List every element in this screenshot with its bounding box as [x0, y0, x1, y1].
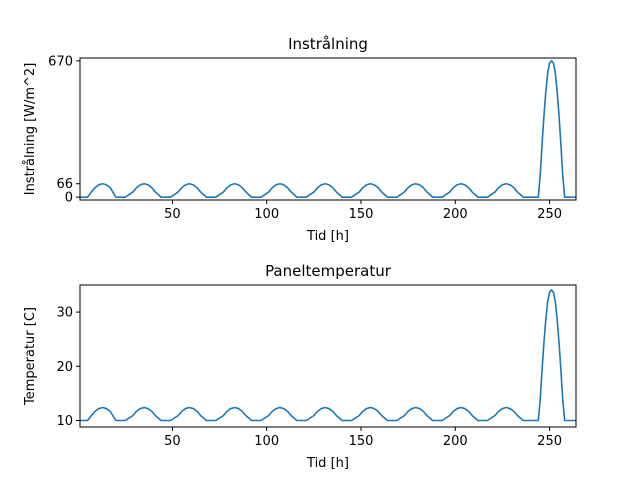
- x-tick-label: 250: [537, 207, 562, 222]
- panel-temperature-chart: Paneltemperatur Tid [h] Temperatur [C] 5…: [23, 262, 577, 471]
- y-axis-label: Temperatur [C]: [23, 307, 38, 406]
- x-axis-label: Tid [h]: [306, 229, 349, 244]
- chart-title: Paneltemperatur: [265, 262, 392, 280]
- x-tick-label: 100: [254, 434, 279, 449]
- y-axis-label: Instrålning [W/m^2]: [23, 63, 38, 196]
- x-tick-label: 200: [443, 434, 468, 449]
- plot-frame: [79, 284, 577, 428]
- series-line: [80, 289, 576, 422]
- x-tick-label: 100: [254, 207, 279, 222]
- x-tick-label: 250: [537, 434, 562, 449]
- x-axis-label: Tid [h]: [306, 456, 349, 471]
- x-tick-label: 200: [443, 207, 468, 222]
- y-tick-label: 20: [56, 360, 73, 375]
- y-tick-label: 30: [56, 306, 73, 321]
- x-tick-label: 150: [349, 207, 374, 222]
- y-tick-label: 66: [56, 177, 73, 192]
- x-tick-label: 50: [164, 207, 181, 222]
- y-tick-label: 0: [65, 191, 73, 206]
- chart-title: Instrålning: [288, 35, 368, 53]
- y-tick-label: 10: [56, 414, 73, 429]
- x-tick-label: 50: [164, 434, 181, 449]
- y-tick-label: 670: [48, 54, 73, 69]
- series-line: [80, 60, 576, 198]
- plot-frame: [79, 57, 577, 201]
- x-tick-label: 150: [349, 434, 374, 449]
- irradiance-chart: Instrålning Tid [h] Instrålning [W/m^2] …: [23, 35, 577, 244]
